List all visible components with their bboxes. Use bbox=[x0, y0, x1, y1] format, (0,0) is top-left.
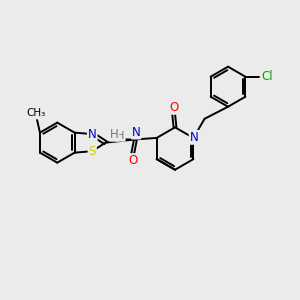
Text: CH₃: CH₃ bbox=[27, 109, 46, 118]
Text: Cl: Cl bbox=[261, 70, 273, 83]
Text: O: O bbox=[128, 154, 137, 167]
Text: O: O bbox=[169, 101, 178, 114]
Text: S: S bbox=[88, 145, 96, 158]
Text: N: N bbox=[88, 128, 97, 141]
Text: N: N bbox=[132, 125, 140, 139]
Text: N: N bbox=[190, 131, 198, 144]
Text: H: H bbox=[110, 128, 118, 141]
Text: H: H bbox=[116, 131, 125, 141]
